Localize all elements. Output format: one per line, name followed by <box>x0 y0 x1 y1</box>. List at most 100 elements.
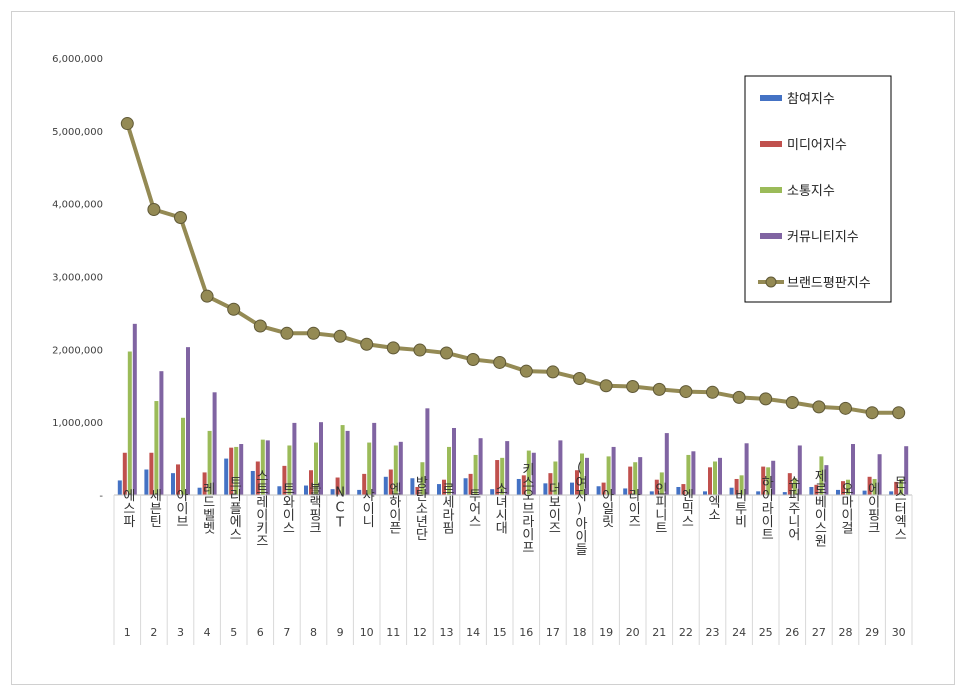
bar-1-28 <box>836 489 840 495</box>
line-point-22 <box>679 385 693 399</box>
bar-2-3 <box>176 464 180 495</box>
legend-label: 커뮤니티지수 <box>787 230 859 245</box>
bar-1-30 <box>889 491 894 495</box>
line-point-26 <box>785 396 799 410</box>
bar-4-1 <box>132 323 137 495</box>
line-point-29 <box>865 406 879 420</box>
category-label: 레드벨벳 <box>200 482 215 534</box>
bar-1-5 <box>224 458 229 495</box>
bar-4-14 <box>478 438 483 495</box>
bar-3-14 <box>473 454 478 495</box>
rank-label: 20 <box>626 626 640 639</box>
category-label: 블랙핑크 <box>306 482 321 534</box>
legend-label: 참여지수 <box>787 92 835 107</box>
bar-3-5 <box>234 446 239 495</box>
bar-1-13 <box>437 484 441 495</box>
category-label: 스트레이키즈 <box>253 469 268 547</box>
category-label: 소녀시대 <box>492 482 507 534</box>
bar-3-4 <box>207 430 212 495</box>
bar-2-29 <box>867 476 872 495</box>
category-label: 아일릿 <box>599 489 614 528</box>
bar-3-18 <box>580 453 584 495</box>
bar-4-26 <box>797 445 802 495</box>
rank-label: 28 <box>839 626 853 639</box>
bar-2-18 <box>575 470 579 495</box>
bar-4-22 <box>691 451 696 495</box>
bar-1-24 <box>729 487 734 495</box>
bar-2-4 <box>202 472 207 495</box>
bar-4-28 <box>851 444 855 495</box>
bar-1-8 <box>304 485 308 495</box>
bar-2-26 <box>787 473 792 495</box>
rank-label: 27 <box>812 626 826 639</box>
line-point-13 <box>440 346 453 360</box>
bar-2-27 <box>814 484 819 495</box>
bar-1-20 <box>623 488 628 495</box>
y-tick-label: 2,000,000 <box>52 345 103 356</box>
bar-1-7 <box>277 486 282 495</box>
bar-4-21 <box>664 433 669 495</box>
bar-1-18 <box>570 482 574 495</box>
category-label: 더보이즈 <box>545 482 560 534</box>
category-label: 엑소 <box>705 495 720 521</box>
legend-marker <box>765 276 777 288</box>
rank-label: 15 <box>493 626 507 639</box>
bar-3-22 <box>686 454 691 495</box>
bar-2-21 <box>654 479 659 495</box>
bar-2-1 <box>122 452 127 495</box>
bar-3-10 <box>367 442 372 495</box>
bar-2-16 <box>521 475 526 495</box>
legend-label: 소통지수 <box>787 184 835 199</box>
rank-label: 19 <box>599 626 613 639</box>
bar-3-1 <box>127 351 132 495</box>
line-point-16 <box>519 364 533 378</box>
category-label: 에이핑크 <box>865 482 880 534</box>
bar-2-10 <box>362 473 367 495</box>
line-point-23 <box>706 385 719 399</box>
rank-label: 1 <box>124 626 131 639</box>
rank-label: 3 <box>177 626 184 639</box>
rank-label: 29 <box>865 626 879 639</box>
rank-label: 25 <box>759 626 773 639</box>
line-point-25 <box>759 392 773 406</box>
bar-3-28 <box>846 479 850 495</box>
line-point-21 <box>652 382 666 396</box>
line-point-9 <box>333 329 347 343</box>
bar-2-7 <box>282 465 287 495</box>
rank-label: 4 <box>204 626 211 639</box>
bar-4-7 <box>292 422 297 495</box>
bar-series <box>117 323 909 495</box>
bar-2-19 <box>601 482 606 495</box>
category-label: 슈퍼주니어 <box>785 476 800 541</box>
line-point-1 <box>120 117 134 131</box>
bar-2-23 <box>708 467 712 495</box>
bar-1-1 <box>117 480 122 495</box>
y-tick-label: 5,000,000 <box>52 127 103 138</box>
legend-label: 브랜드평판지수 <box>787 276 871 291</box>
line-point-17 <box>546 365 560 379</box>
legend-label: 미디어지수 <box>787 138 847 153</box>
bar-3-20 <box>633 462 638 495</box>
legend-swatch <box>760 233 782 239</box>
bar-2-14 <box>468 473 473 495</box>
bar-4-23 <box>718 457 722 495</box>
bar-4-27 <box>824 465 829 495</box>
line-point-5 <box>227 302 241 316</box>
bar-4-9 <box>345 430 350 495</box>
rank-label: 10 <box>360 626 374 639</box>
rank-label: 11 <box>386 626 400 639</box>
line-point-8 <box>307 326 320 340</box>
bar-1-16 <box>516 478 521 495</box>
bar-4-15 <box>505 441 510 495</box>
bar-1-15 <box>490 489 495 495</box>
line-point-6 <box>253 319 267 333</box>
bar-3-24 <box>739 475 744 495</box>
bar-4-30 <box>904 446 909 495</box>
category-label: 오마이걸 <box>838 482 853 534</box>
line-series <box>120 117 906 420</box>
line-point-27 <box>812 400 826 414</box>
line-point-10 <box>360 337 374 351</box>
line-point-15 <box>493 355 507 369</box>
bar-4-8 <box>319 422 323 495</box>
